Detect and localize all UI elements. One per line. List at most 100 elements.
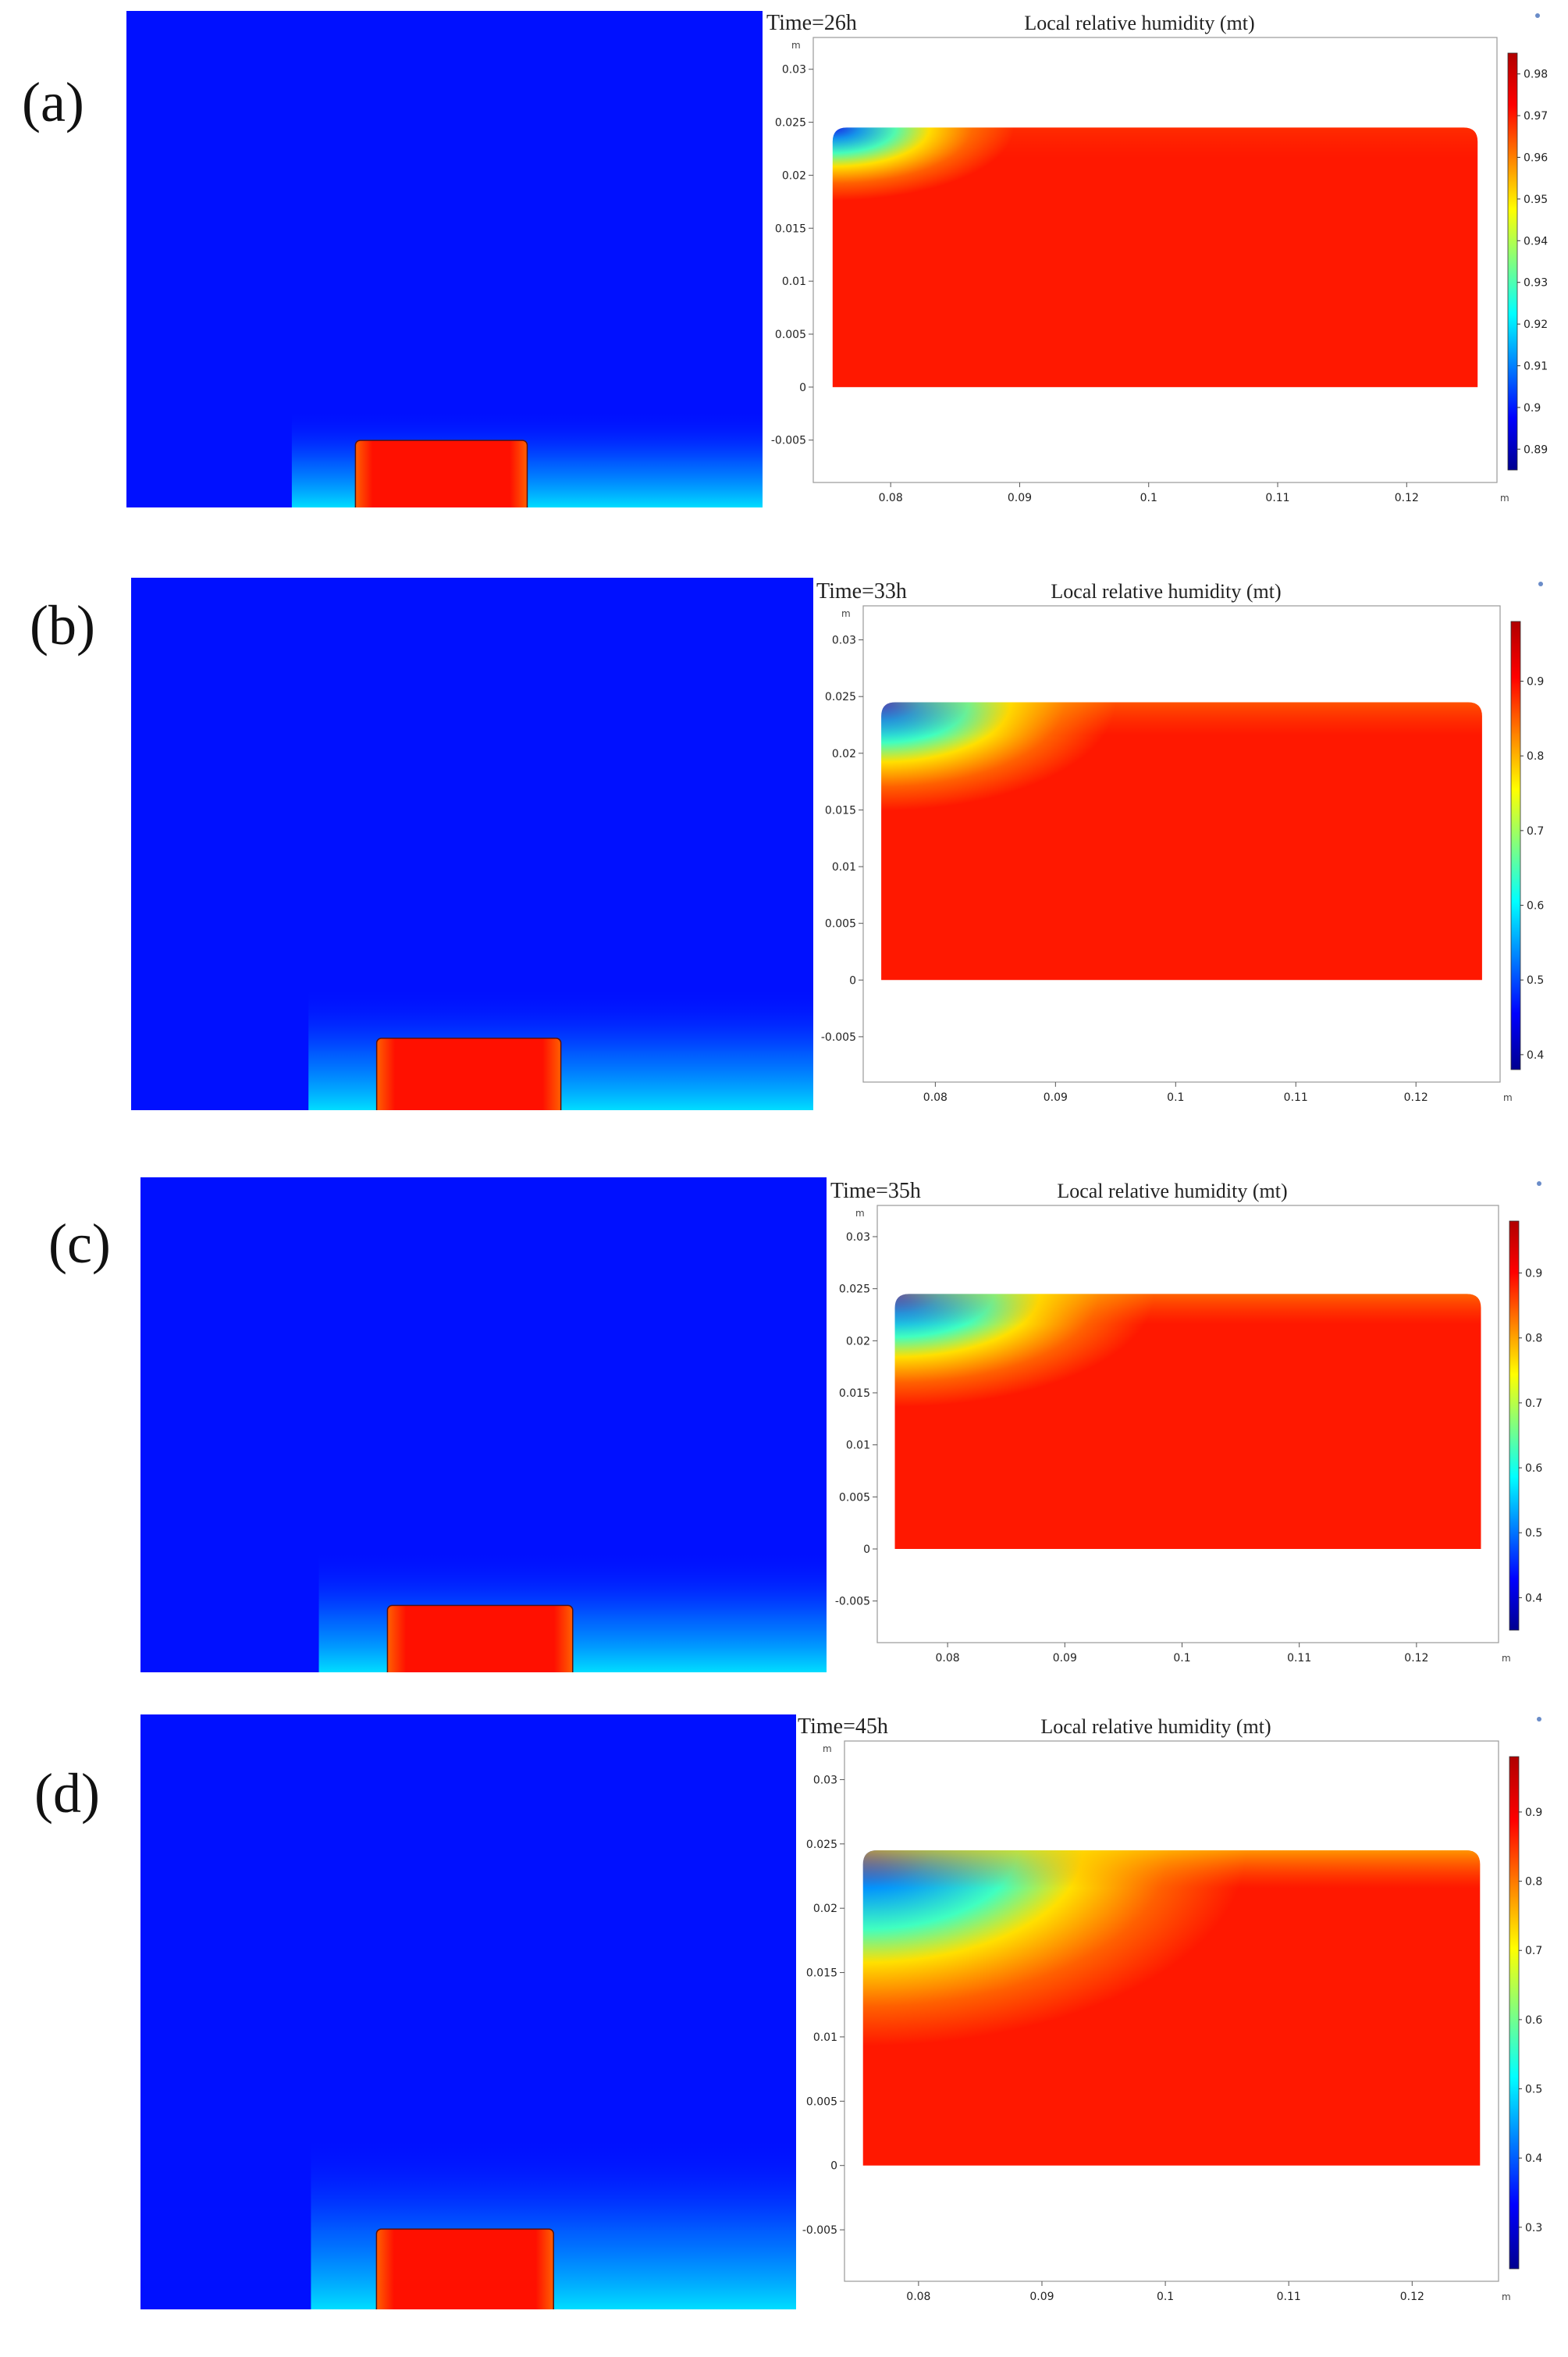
wet-sample xyxy=(375,2228,554,2309)
colorbar-tick-label: 0.7 xyxy=(1525,1945,1542,1957)
colorbar xyxy=(1509,1220,1520,1631)
humidity-plot-d: Time=45h Local relative humidity (mt) 0.03… xyxy=(796,1710,1547,2312)
y-tick-label: 0.015 xyxy=(775,223,806,235)
simulation-field-a xyxy=(126,11,763,507)
plot-canvas: Time=35h Local relative humidity (mt) 0.03… xyxy=(830,1179,1542,1664)
panel-label-a: (a) xyxy=(22,71,84,134)
y-tick-label: -0.005 xyxy=(802,2224,837,2237)
x-tick-label: 0.12 xyxy=(1400,2291,1424,2303)
colorbar-tick-label: 0.89 xyxy=(1524,443,1548,456)
colorbar-tick-label: 0.9 xyxy=(1525,1807,1542,1819)
y-axis-unit: m xyxy=(855,1208,865,1219)
x-axis-unit: m xyxy=(1503,1092,1513,1103)
colorbar-tick-label: 0.5 xyxy=(1527,974,1544,987)
colorbar-tick-label: 0.96 xyxy=(1524,152,1548,165)
y-tick-label: 0.03 xyxy=(782,64,806,77)
x-tick-label: 0.09 xyxy=(1044,1091,1068,1104)
x-axis-unit: m xyxy=(1502,2291,1511,2302)
x-tick-label: 0.08 xyxy=(936,1652,960,1664)
x-tick-label: 0.08 xyxy=(879,492,903,504)
humidity-plot-c: Time=35h Local relative humidity (mt) 0.03… xyxy=(829,1174,1547,1674)
x-tick-label: 0.09 xyxy=(1053,1652,1077,1664)
humidity-plot-b: Time=33h Local relative humidity (mt) 0.03… xyxy=(815,575,1548,1113)
y-axis-unit: m xyxy=(841,608,851,619)
y-tick-label: 0.01 xyxy=(846,1440,870,1452)
y-tick-label: 0.025 xyxy=(839,1284,870,1296)
y-tick-label: 0.02 xyxy=(782,169,806,182)
plot-canvas: Time=33h Local relative humidity (mt) 0.03… xyxy=(816,579,1544,1104)
plot-menu-icon xyxy=(1537,1181,1541,1186)
plot-canvas: Time=45h Local relative humidity (mt) 0.03… xyxy=(798,1714,1542,2303)
simulation-field-c xyxy=(140,1177,827,1672)
colorbar-tick-label: 0.5 xyxy=(1525,2084,1542,2096)
colorbar-tick-label: 0.94 xyxy=(1524,235,1548,247)
y-tick-label: 0.015 xyxy=(806,1967,837,1980)
panel-label-d: (d) xyxy=(34,1762,100,1825)
plot-title: Local relative humidity (mt) xyxy=(1024,12,1254,34)
humidity-surface-layer xyxy=(832,127,1478,387)
y-tick-label: -0.005 xyxy=(771,435,806,447)
x-tick-label: 0.1 xyxy=(1167,1091,1184,1104)
y-tick-label: 0 xyxy=(863,1543,870,1556)
colorbar-tick-label: 0.8 xyxy=(1525,1333,1542,1345)
simulation-field-b xyxy=(131,578,813,1110)
x-tick-label: 0.08 xyxy=(923,1091,948,1104)
colorbar-tick-label: 0.97 xyxy=(1524,110,1548,123)
panel-label-c: (c) xyxy=(48,1212,111,1275)
colorbar xyxy=(1509,1756,1520,2270)
y-tick-label: -0.005 xyxy=(835,1596,870,1608)
humidity-plot-a: Time=26h Local relative humidity (mt) 0.03… xyxy=(765,6,1548,514)
y-tick-label: 0 xyxy=(830,2160,837,2173)
x-axis-unit: m xyxy=(1502,1653,1511,1664)
plot-title: Local relative humidity (mt) xyxy=(1057,1180,1287,1202)
x-tick-label: 0.12 xyxy=(1404,1091,1428,1104)
humidity-surface-layer xyxy=(894,1294,1481,1549)
y-tick-label: 0.02 xyxy=(832,748,856,760)
colorbar-tick-label: 0.4 xyxy=(1525,2152,1542,2165)
colorbar-tick-label: 0.92 xyxy=(1524,319,1548,331)
colorbar xyxy=(1510,621,1521,1070)
x-tick-label: 0.12 xyxy=(1404,1652,1428,1664)
wet-sample xyxy=(375,1038,562,1110)
y-axis-unit: m xyxy=(823,1743,832,1754)
colorbar-tick-label: 0.4 xyxy=(1525,1592,1542,1604)
humidity-surface-layer xyxy=(881,702,1482,981)
colorbar-tick-label: 0.9 xyxy=(1525,1268,1542,1280)
time-label: Time=33h xyxy=(816,579,907,603)
y-tick-label: 0.005 xyxy=(775,329,806,341)
wet-sample xyxy=(386,1604,574,1672)
colorbar-tick-label: 0.98 xyxy=(1524,69,1548,81)
colorbar-tick-label: 0.4 xyxy=(1527,1049,1544,1062)
x-tick-label: 0.11 xyxy=(1265,492,1289,504)
colorbar-tick-label: 0.7 xyxy=(1527,825,1544,838)
plot-menu-icon xyxy=(1537,1717,1541,1721)
y-tick-label: 0.01 xyxy=(832,861,856,874)
colorbar-tick-label: 0.6 xyxy=(1525,1462,1542,1475)
colorbar-tick-label: 0.9 xyxy=(1524,402,1541,415)
y-tick-label: 0.03 xyxy=(832,635,856,647)
colorbar-tick-label: 0.91 xyxy=(1524,361,1548,373)
colorbar-tick-label: 0.8 xyxy=(1527,750,1544,763)
colorbar-tick-label: 0.8 xyxy=(1525,1876,1542,1889)
y-tick-label: 0.02 xyxy=(813,1903,837,1915)
plot-title: Local relative humidity (mt) xyxy=(1040,1715,1271,1738)
y-tick-label: 0.02 xyxy=(846,1335,870,1348)
plot-canvas: Time=26h Local relative humidity (mt) 0.03… xyxy=(766,11,1548,504)
plot-menu-icon xyxy=(1538,582,1543,586)
y-tick-label: 0.015 xyxy=(825,804,856,817)
x-axis-unit: m xyxy=(1500,493,1509,504)
y-tick-label: 0.005 xyxy=(825,918,856,931)
colorbar-tick-label: 0.95 xyxy=(1524,194,1548,206)
y-tick-label: 0.025 xyxy=(825,691,856,703)
y-tick-label: -0.005 xyxy=(821,1031,856,1044)
time-label: Time=35h xyxy=(830,1179,921,1203)
x-tick-label: 0.1 xyxy=(1157,2291,1174,2303)
plot-title: Local relative humidity (mt) xyxy=(1051,580,1281,603)
panel-label-b: (b) xyxy=(30,594,95,657)
y-tick-label: 0.015 xyxy=(839,1387,870,1400)
colorbar-tick-label: 0.5 xyxy=(1525,1527,1542,1540)
colorbar-tick-label: 0.6 xyxy=(1525,2014,1542,2027)
x-tick-label: 0.11 xyxy=(1277,2291,1301,2303)
y-tick-label: 0.01 xyxy=(813,2031,837,2044)
y-tick-label: 0.025 xyxy=(775,117,806,130)
